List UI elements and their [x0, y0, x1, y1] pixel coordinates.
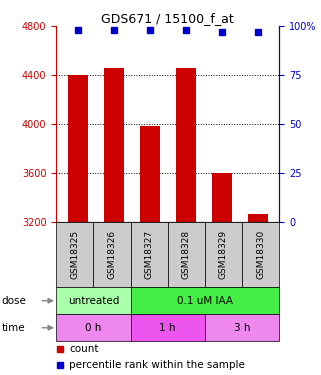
Text: time: time — [2, 323, 25, 333]
Text: 0.1 uM IAA: 0.1 uM IAA — [177, 296, 233, 306]
Bar — [205, 222, 242, 287]
Text: 3 h: 3 h — [234, 323, 250, 333]
Bar — [168, 222, 205, 287]
Bar — [205, 314, 279, 341]
Bar — [56, 287, 131, 314]
Text: GSM18326: GSM18326 — [108, 230, 117, 279]
Text: percentile rank within the sample: percentile rank within the sample — [69, 360, 245, 370]
Bar — [212, 173, 231, 222]
Bar — [242, 222, 279, 287]
Bar — [93, 222, 131, 287]
Text: untreated: untreated — [68, 296, 119, 306]
Title: GDS671 / 15100_f_at: GDS671 / 15100_f_at — [101, 12, 234, 25]
Bar — [176, 68, 195, 222]
Text: GSM18329: GSM18329 — [219, 230, 228, 279]
Text: GSM18328: GSM18328 — [182, 230, 191, 279]
Text: GSM18325: GSM18325 — [70, 230, 79, 279]
Bar — [140, 126, 160, 222]
Text: count: count — [69, 344, 99, 354]
Bar — [56, 314, 131, 341]
Bar — [131, 222, 168, 287]
Text: 1 h: 1 h — [160, 323, 176, 333]
Text: GSM18330: GSM18330 — [256, 230, 265, 279]
Bar — [131, 287, 279, 314]
Text: 0 h: 0 h — [85, 323, 101, 333]
Bar — [68, 75, 88, 222]
Text: dose: dose — [2, 296, 26, 306]
Bar — [131, 314, 205, 341]
Bar — [56, 222, 93, 287]
Bar — [104, 68, 124, 222]
Text: GSM18327: GSM18327 — [145, 230, 154, 279]
Bar — [248, 214, 268, 222]
